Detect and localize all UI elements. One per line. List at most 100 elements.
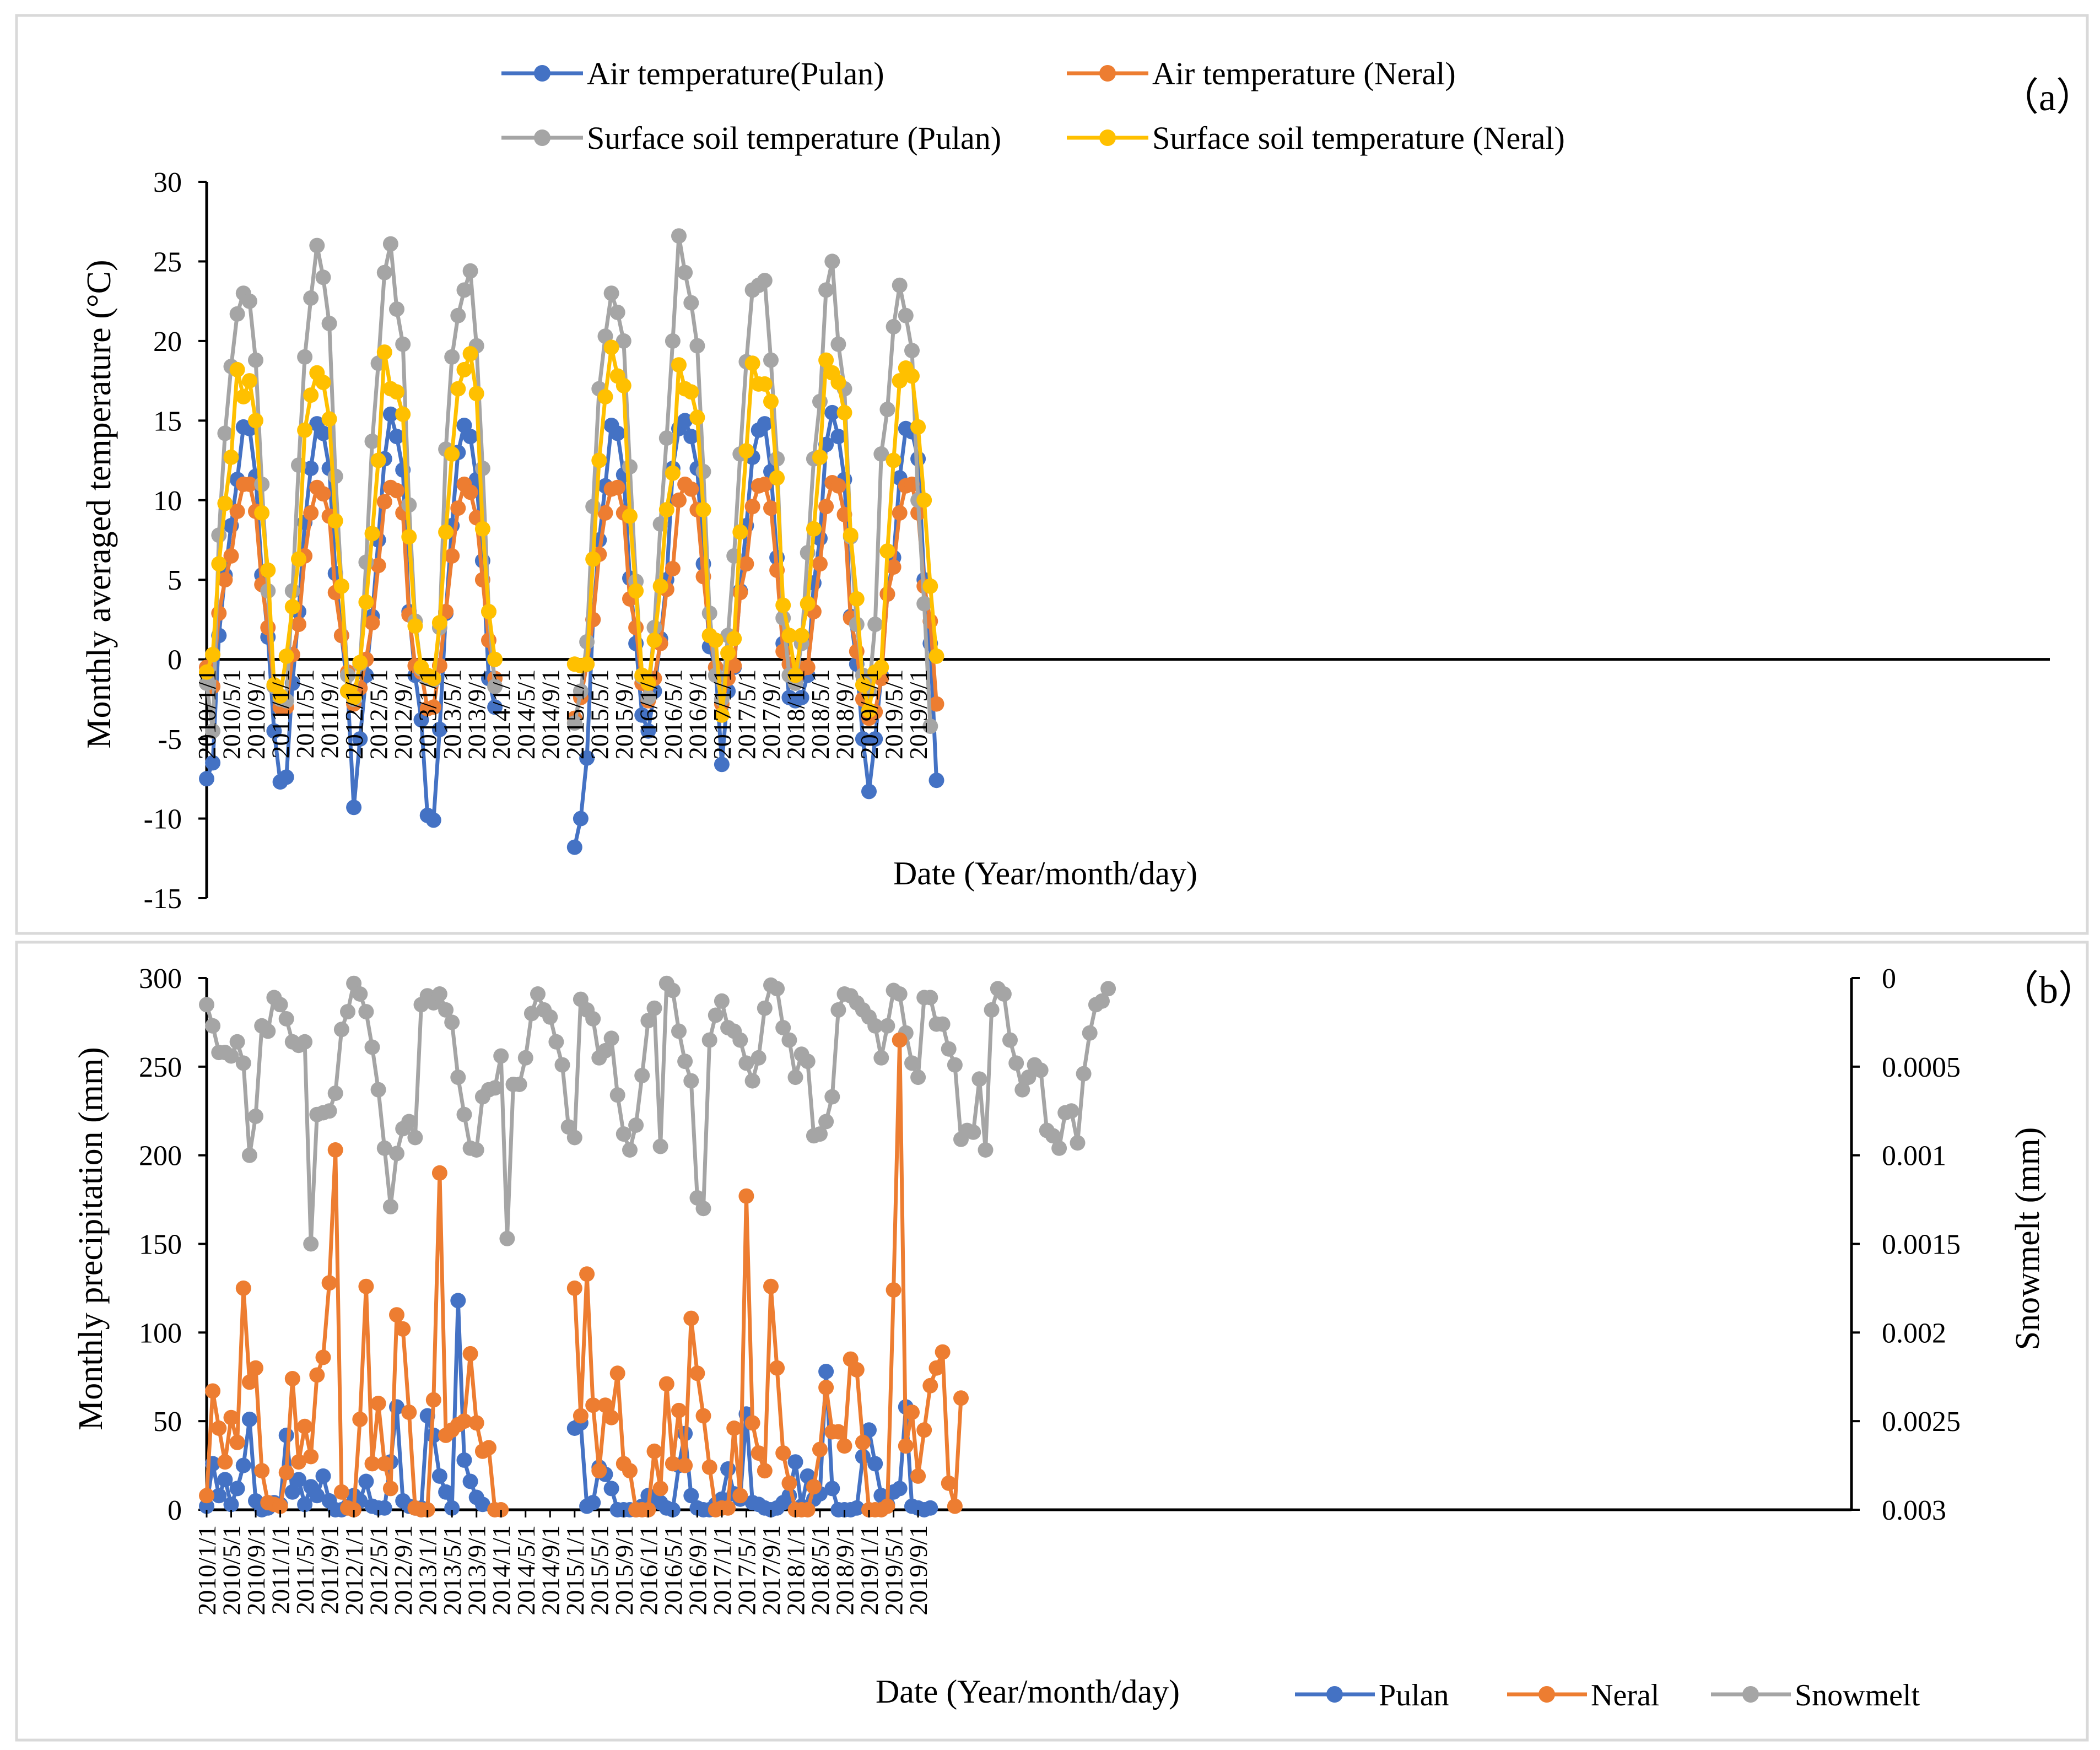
data-point	[744, 1073, 760, 1089]
y2-tick-label: 0.0015	[1882, 1229, 1961, 1261]
data-point	[315, 375, 331, 390]
data-point	[370, 452, 386, 468]
data-point	[1045, 1128, 1061, 1144]
data-point	[867, 617, 883, 633]
data-point	[879, 1018, 895, 1034]
data-point	[763, 352, 779, 368]
x-tick-label: 2013/9/1	[463, 1525, 491, 1616]
x-tick-label: 2015/1/1	[561, 1525, 589, 1616]
data-point	[701, 1459, 717, 1475]
x-tick-label: 2015/1/1	[561, 669, 589, 760]
data-point	[407, 1130, 423, 1146]
y-axis-title-b: Monthly precipitation (mm)	[72, 1047, 110, 1430]
data-point	[291, 551, 306, 567]
data-point	[836, 1438, 852, 1454]
data-point	[468, 1142, 484, 1158]
data-point	[603, 1030, 619, 1046]
data-point	[573, 811, 589, 827]
data-point	[609, 304, 625, 320]
data-point	[358, 1004, 374, 1020]
data-point	[450, 500, 466, 516]
data-point	[370, 558, 386, 574]
data-point	[892, 277, 908, 293]
data-point	[241, 293, 257, 309]
data-point	[714, 757, 730, 773]
data-point	[376, 494, 392, 510]
y-tick-label: 150	[139, 1229, 182, 1261]
data-point	[922, 1378, 938, 1393]
data-point	[450, 1293, 466, 1309]
data-point	[646, 1000, 662, 1016]
data-point	[284, 599, 300, 615]
data-point	[916, 492, 932, 508]
x-tick-label: 2011/5/1	[291, 1525, 319, 1614]
data-point	[787, 667, 803, 683]
data-point	[806, 1479, 822, 1495]
data-point	[241, 476, 257, 492]
data-point	[922, 578, 938, 594]
data-point	[665, 333, 681, 349]
data-point	[677, 1054, 693, 1070]
data-point	[229, 1434, 245, 1450]
data-point	[824, 1089, 840, 1105]
data-point	[677, 413, 693, 429]
data-point	[241, 373, 257, 389]
data-point	[597, 505, 613, 521]
data-point	[683, 384, 699, 400]
y-tick-label: 0	[168, 1495, 182, 1526]
data-point	[652, 1138, 668, 1154]
data-point	[867, 1456, 883, 1472]
data-point	[1076, 1066, 1092, 1082]
data-point	[695, 1408, 711, 1424]
data-point	[628, 583, 644, 599]
data-point	[757, 273, 773, 289]
x-tick-label: 2014/5/1	[512, 669, 540, 760]
data-point	[671, 492, 687, 508]
data-point	[431, 1468, 447, 1484]
data-point	[1033, 1062, 1049, 1078]
data-point	[376, 1140, 392, 1156]
panel-label-b: （b）	[2000, 969, 2097, 1012]
x-tick-label: 2019/1/1	[855, 669, 883, 760]
data-point	[364, 526, 380, 542]
x-tick-label: 2016/1/1	[634, 669, 662, 760]
data-point	[241, 1374, 257, 1390]
data-point	[321, 1275, 337, 1291]
data-point	[248, 1108, 263, 1124]
data-point	[235, 1280, 251, 1296]
y-tick-label: -10	[144, 804, 182, 835]
data-point	[223, 1409, 239, 1425]
data-point	[671, 357, 687, 373]
x-tick-label: 2011/9/1	[316, 1525, 344, 1614]
legend-b: Pulan Neral Snowmelt	[1295, 1678, 1920, 1713]
data-point	[886, 1282, 901, 1298]
data-point	[830, 429, 846, 445]
data-point	[744, 1415, 760, 1431]
data-point	[751, 1445, 766, 1461]
data-point	[278, 1011, 294, 1027]
data-point	[677, 264, 693, 280]
data-point	[425, 1392, 441, 1408]
data-point	[830, 1424, 846, 1440]
data-point	[585, 1011, 601, 1027]
data-point	[830, 336, 846, 352]
data-point	[321, 316, 337, 332]
data-point	[763, 393, 779, 409]
data-point	[303, 387, 319, 403]
legend-label: Pulan	[1379, 1678, 1449, 1713]
x-tick-label: 2014/9/1	[536, 669, 564, 760]
x-tick-label: 2010/5/1	[218, 1525, 246, 1616]
data-point	[321, 1103, 337, 1119]
data-point	[309, 1488, 325, 1504]
data-point	[818, 282, 834, 298]
x-tick-label: 2017/9/1	[757, 669, 785, 760]
data-point	[248, 413, 263, 429]
data-point	[217, 572, 233, 588]
data-point	[456, 282, 472, 298]
data-point	[358, 1278, 374, 1294]
data-point	[886, 559, 901, 575]
data-point	[892, 1032, 908, 1048]
data-point	[241, 1411, 257, 1427]
data-point	[757, 416, 773, 432]
x-tick-label: 2010/9/1	[242, 669, 270, 760]
